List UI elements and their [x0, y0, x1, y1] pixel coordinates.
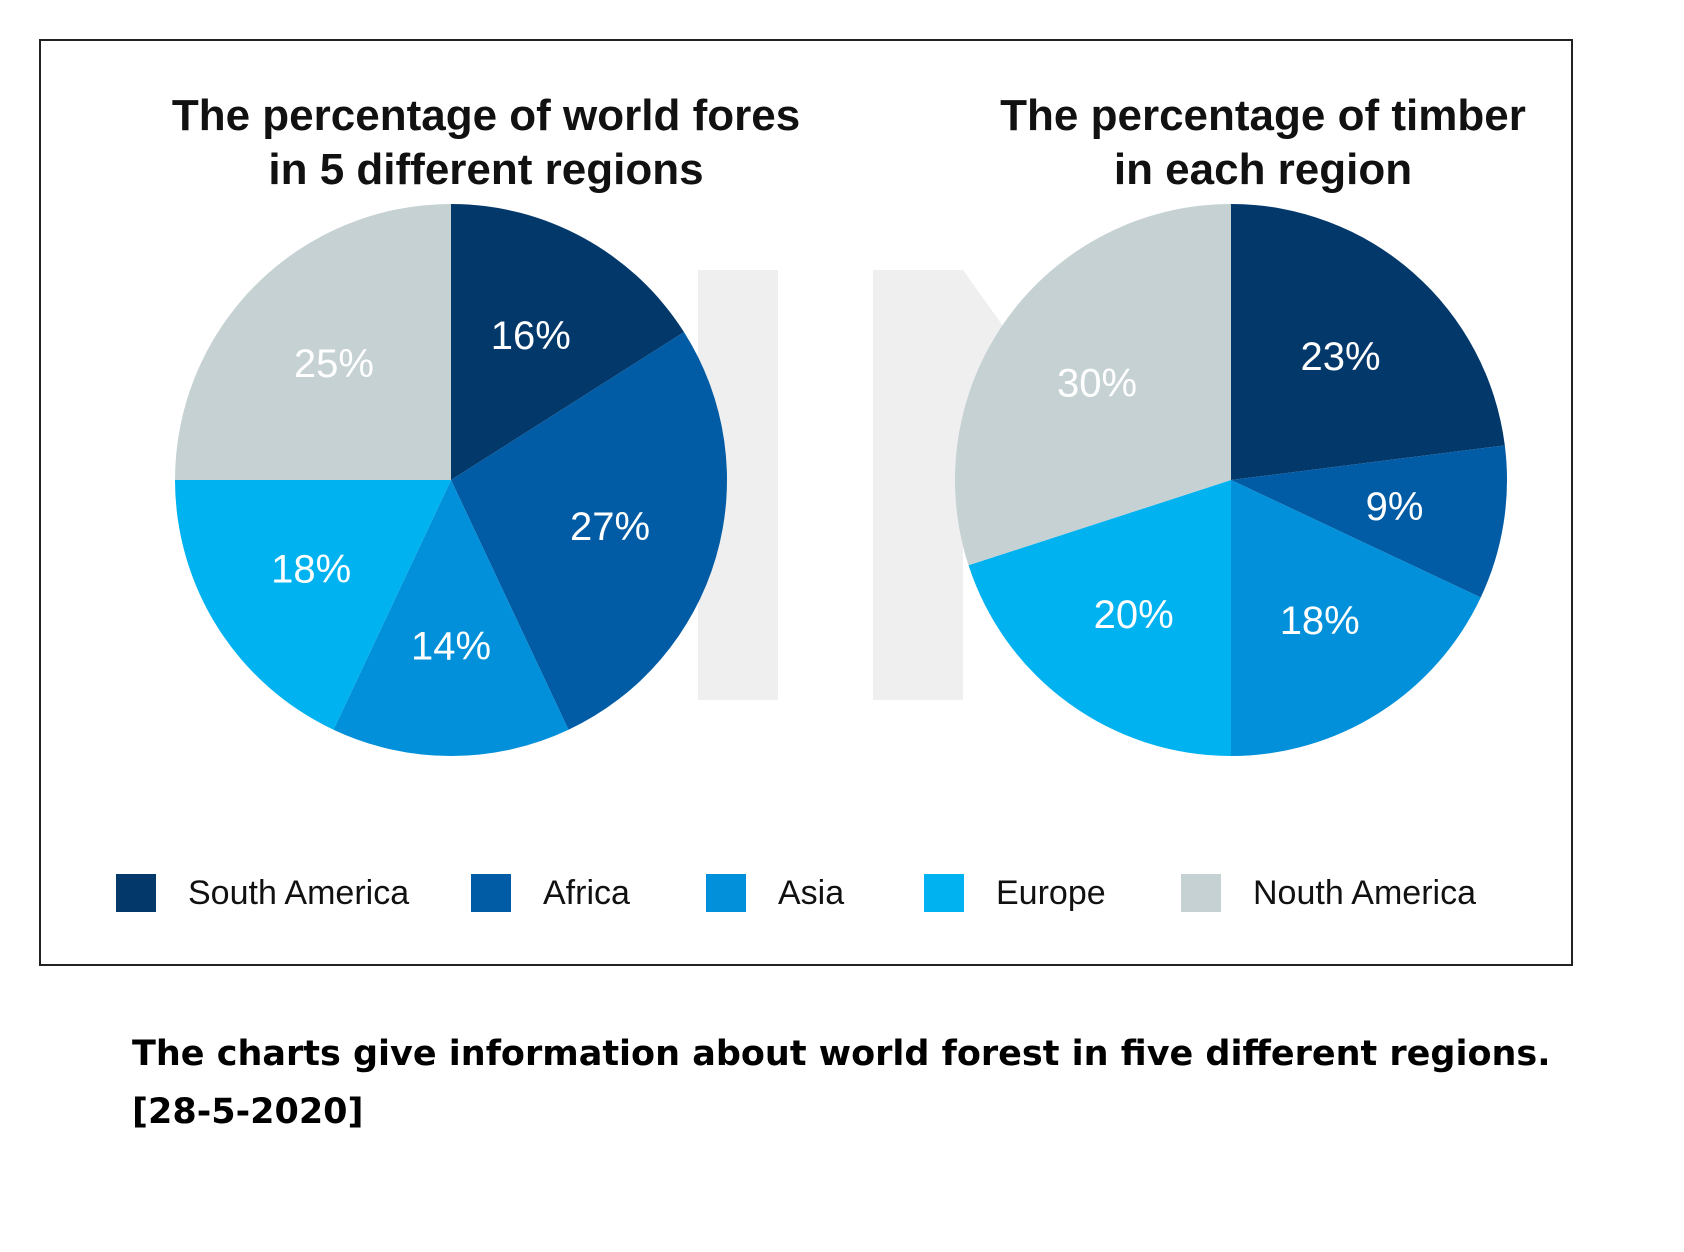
caption-line2: [28-5-2020]	[132, 1092, 364, 1132]
chart-frame: 16% 27% 14% 18% 25% 23% 9% 18% 20% 30% The perce…	[39, 39, 1573, 966]
pie-label-nouth-america: 25%	[294, 342, 374, 386]
legend-label: South America	[188, 873, 410, 912]
chart-title-timber-line2: in each region	[1113, 145, 1413, 194]
legend-swatch	[924, 874, 964, 912]
legend-label: Europe	[996, 873, 1106, 912]
pie-label-nouth-america: 30%	[1057, 362, 1137, 406]
chart-title-forest-line1: The percentage of world fores	[171, 91, 801, 140]
legend-swatch	[471, 874, 511, 912]
legend-swatch	[706, 874, 746, 912]
caption-line1: The charts give information about world …	[132, 1034, 1551, 1074]
pie-label-africa: 27%	[570, 505, 650, 549]
legend-item-europe: Europe	[924, 870, 1106, 916]
pie-slice-south-america	[1231, 204, 1505, 480]
pie-slice-africa	[1231, 445, 1507, 598]
legend-swatch	[116, 874, 156, 912]
pie-label-south-america: 16%	[491, 314, 571, 358]
legend-label: Nouth America	[1253, 873, 1476, 912]
legend-label: Africa	[543, 873, 630, 912]
charts-canvas: 16% 27% 14% 18% 25% 23% 9% 18% 20% 30%	[175, 204, 1507, 756]
pie-label-asia: 14%	[411, 625, 491, 669]
legend-item-north-america: Nouth America	[1181, 870, 1476, 916]
pie-chart-forest: 16% 27% 14% 18% 25%	[175, 204, 727, 756]
pie-label-asia: 18%	[1280, 599, 1360, 643]
pie-label-south-america: 23%	[1300, 335, 1380, 379]
legend-label: Asia	[778, 873, 845, 912]
pie-label-europe: 20%	[1094, 593, 1174, 637]
chart-title-forest: The percentage of world fores in 5 diffe…	[126, 89, 846, 197]
pie-slice-nouth-america	[955, 204, 1231, 566]
pie-slice-nouth-america	[175, 204, 451, 480]
pie-slice-south-america	[451, 204, 685, 480]
pie-slice-asia	[1231, 480, 1481, 756]
pie-slice-europe	[175, 480, 451, 730]
chart-title-timber: The percentage of timber in each region	[903, 89, 1623, 197]
legend-swatch	[1181, 874, 1221, 912]
legend-item-africa: Africa	[471, 870, 630, 916]
pie-slice-asia	[333, 480, 569, 756]
legend-item-asia: Asia	[706, 870, 844, 916]
legend-item-south-america: South America	[116, 870, 409, 916]
pie-chart-timber: 23% 9% 18% 20% 30%	[955, 204, 1507, 756]
caption: The charts give information about world …	[132, 1025, 1551, 1141]
pie-slice-africa	[451, 332, 727, 730]
pie-label-africa: 9%	[1366, 485, 1424, 529]
pie-label-europe: 18%	[271, 548, 351, 592]
chart-title-forest-line2: in 5 different regions	[268, 145, 704, 194]
pie-slice-europe	[968, 480, 1231, 756]
chart-title-timber-line1: The percentage of timber	[1000, 91, 1526, 140]
